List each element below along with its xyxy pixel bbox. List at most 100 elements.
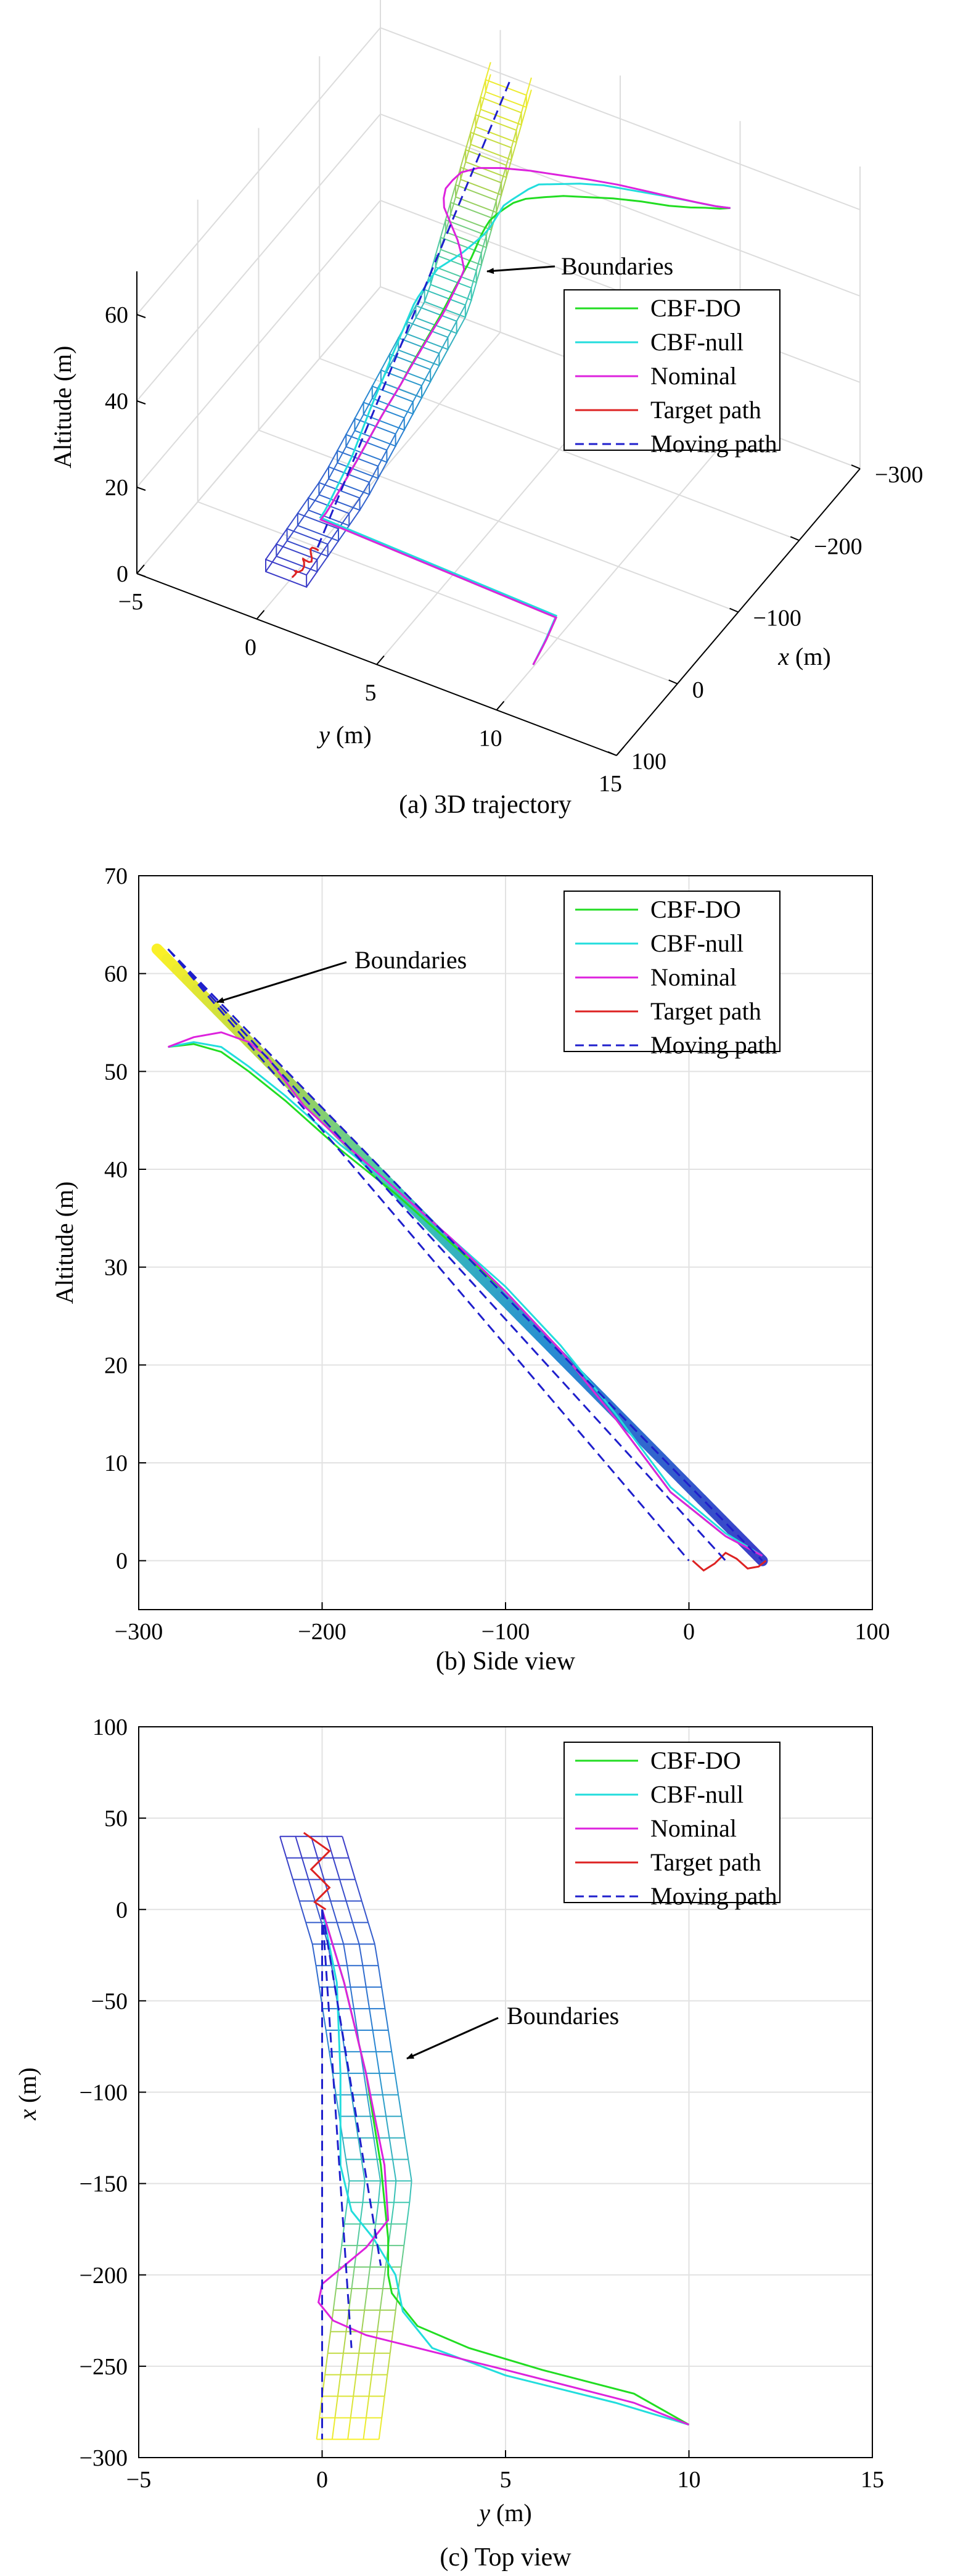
top-mesh-long [315, 1965, 320, 1988]
tube-edge-3d [465, 132, 472, 150]
sidewall-grid-z [136, 200, 381, 488]
top-mesh-long [393, 2181, 397, 2203]
tube-edge-3d [328, 462, 338, 480]
top-mesh-long [375, 2051, 380, 2073]
y-tick-labels: −5 0 5 10 15 [118, 589, 622, 797]
top-legend-label: CBF-null [650, 1780, 744, 1808]
tube-edge-3d [470, 114, 477, 133]
tube-ring-3d [449, 201, 493, 231]
top-mesh-long [358, 2331, 363, 2353]
top-mesh-long [350, 1987, 354, 2009]
x-axis-label-top: x (m) [14, 2067, 41, 2121]
altitude-axis-label: Altitude (m) [49, 346, 76, 469]
tube-ring-3d [455, 184, 498, 213]
top-mesh-long [342, 2138, 347, 2160]
top-mesh-long [404, 2138, 409, 2160]
tube-edge-3d [447, 321, 457, 338]
side-legend-box [563, 891, 780, 1052]
top-y-tick-label: −250 [80, 2354, 128, 2380]
top-mesh-long [330, 2310, 334, 2332]
tube-edge-3d [480, 235, 487, 253]
tube-edge-3d [297, 509, 309, 526]
top-mesh-long [350, 2396, 354, 2418]
side-x-tick-label: 100 [855, 1619, 890, 1645]
top-mesh-long [353, 2008, 358, 2031]
top-mesh-long [382, 2266, 387, 2289]
top-mesh-long [351, 2094, 356, 2117]
x-tick-label-3d: −200 [814, 533, 862, 559]
tube-ring-3d [389, 353, 432, 383]
altitude-tick-label: 20 [105, 475, 128, 501]
tube-ring-3d [445, 219, 487, 249]
y-tick-3d [136, 564, 145, 574]
top-mesh-long [332, 2288, 337, 2311]
top-mesh-long [334, 2396, 338, 2418]
tube-edge-3d [377, 461, 388, 479]
top-mesh-long [351, 2266, 355, 2289]
top-mesh-long [398, 2094, 403, 2117]
line3d-moving-path [316, 81, 511, 548]
top-mesh-long [279, 1836, 287, 1858]
x-tick-3d [790, 536, 800, 541]
tube-ring-3d [286, 527, 329, 558]
top-mesh-long [398, 2266, 402, 2289]
boundaries-annotation-3d: Boundaries [561, 252, 673, 280]
top-mesh-long [367, 1922, 375, 1944]
top-mesh-long [343, 2202, 348, 2224]
side-legend-label: Target path [650, 997, 761, 1025]
tube-edge-3d [318, 479, 329, 495]
line3d-nominal [319, 167, 731, 665]
tube-ring-3d [380, 369, 423, 399]
tube-edge-3d [506, 147, 512, 166]
sidewall-grid-z [136, 113, 381, 401]
top-y-tick-label: −200 [80, 2263, 128, 2289]
tube-edge-3d [308, 482, 320, 499]
top-mesh-long [292, 1879, 300, 1901]
top-mesh-long [322, 2008, 327, 2031]
side-y-tick-label: 20 [104, 1352, 128, 1378]
tube-edge-3d [449, 197, 456, 215]
side-x-tick-label: 0 [683, 1619, 695, 1645]
top-mesh-long [374, 2331, 378, 2353]
top-mesh-long [369, 2245, 374, 2268]
top-mesh-long [310, 1836, 319, 1858]
tube-ring-3d [480, 96, 522, 126]
tube-edge-3d [363, 398, 373, 415]
trajectory-lines-top [303, 1832, 690, 2440]
tube-edge-3d [354, 414, 364, 431]
tube-edge-3d [438, 337, 449, 354]
top-mesh-long [338, 2245, 343, 2268]
top-mesh-long [406, 2202, 411, 2224]
tube-edge-3d [369, 478, 379, 495]
top-mesh-long [340, 2353, 344, 2375]
side-moving-path [167, 949, 690, 1562]
y-tick-label-3d: 5 [365, 680, 377, 706]
side-moving-path [167, 948, 763, 1562]
side-legend-label: Moving path [650, 1031, 777, 1059]
tube-edge-3d [318, 466, 329, 484]
top-x-tick-label: 0 [316, 2467, 328, 2493]
tube-edge-3d [371, 369, 382, 387]
x-tick-3d [729, 607, 739, 613]
tube-edge-3d [445, 202, 451, 220]
tube-edge-3d [485, 74, 491, 93]
top-mesh-long [324, 2353, 329, 2375]
x-tick-3d [668, 679, 678, 685]
tube-edge-3d [337, 434, 347, 451]
top-mesh-long [365, 2396, 370, 2418]
boundaries-annotation-side: Boundaries [354, 946, 467, 974]
tube-edge-3d [520, 95, 527, 113]
x-tick-label-3d: 0 [692, 677, 704, 703]
tube-ring-3d [470, 131, 512, 161]
y-tick-3d [496, 701, 505, 710]
caption-top: (c) Top view [440, 2543, 572, 2572]
a3d-legend-label: CBF-null [650, 328, 744, 356]
tube-edge-3d [421, 369, 432, 386]
boundaries-tube-top [279, 1835, 412, 2440]
top-mesh-long [319, 2396, 323, 2418]
top-mesh-long [400, 2245, 405, 2268]
top-mesh-long [394, 2073, 399, 2095]
tube-edge-3d [359, 482, 370, 499]
tube-edge-3d [386, 434, 396, 451]
